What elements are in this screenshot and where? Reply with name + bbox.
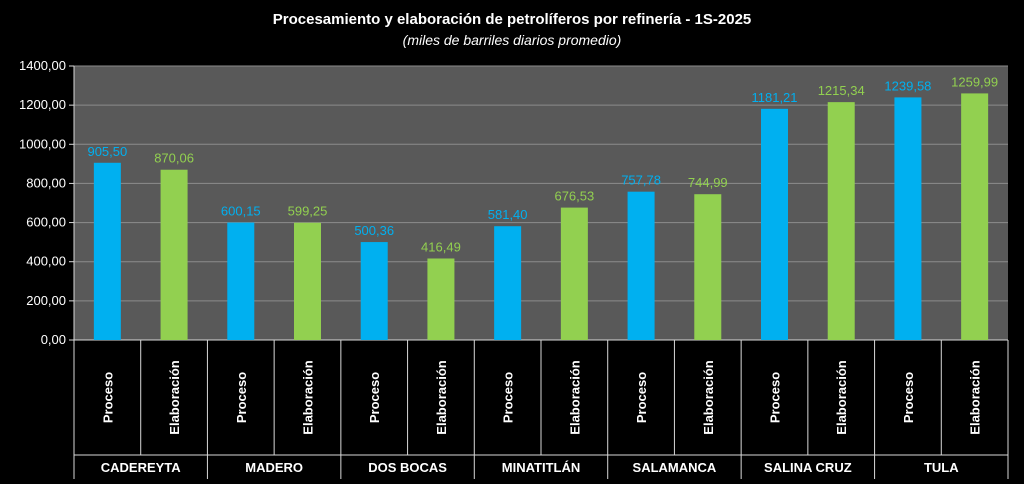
- data-label-proceso: 1239,58: [884, 78, 931, 93]
- bar-proceso: [360, 242, 388, 340]
- data-label-elaboracion: 1215,34: [818, 83, 865, 98]
- category-label: Elaboración: [301, 360, 316, 434]
- data-label-elaboracion: 416,49: [421, 239, 461, 254]
- data-label-proceso: 600,15: [221, 204, 261, 219]
- group-label: MINATITLÁN: [502, 460, 580, 475]
- category-label: Elaboración: [701, 360, 716, 434]
- category-label: Elaboración: [968, 360, 983, 434]
- y-tick-label: 400,00: [26, 254, 66, 269]
- y-tick-label: 800,00: [26, 175, 66, 190]
- data-label-proceso: 500,36: [354, 223, 394, 238]
- bar-elaboracion: [694, 194, 722, 340]
- category-label: Proceso: [100, 372, 115, 423]
- category-label: Elaboración: [434, 360, 449, 434]
- plot-area: 0,00 200,00 400,00 600,00 800,00 1000,00 1200,…: [19, 58, 1009, 479]
- data-label-elaboracion: 1259,99: [951, 74, 998, 89]
- data-label-proceso: 757,78: [621, 173, 661, 188]
- data-label-proceso: 905,50: [87, 144, 127, 159]
- chart-subtitle: (miles de barriles diarios promedio): [403, 32, 622, 48]
- bar-elaboracion: [560, 207, 588, 340]
- data-label-proceso: 1181,21: [751, 90, 797, 105]
- data-label-elaboracion: 676,53: [554, 189, 594, 204]
- category-label: Proceso: [634, 372, 649, 423]
- group-label: CADEREYTA: [101, 460, 182, 475]
- category-label: Elaboración: [834, 360, 849, 434]
- category-label: Proceso: [768, 372, 783, 423]
- bar-elaboracion: [427, 258, 455, 340]
- plot-background: [74, 66, 1008, 340]
- category-label: Proceso: [901, 372, 916, 423]
- category-label: Proceso: [501, 372, 516, 423]
- bar-proceso: [761, 108, 788, 340]
- group-label: SALAMANCA: [633, 460, 717, 475]
- group-label: MADERO: [245, 460, 303, 475]
- chart-title: Procesamiento y elaboración de petrolífe…: [273, 11, 752, 28]
- bar-proceso: [894, 97, 922, 340]
- y-tick-label: 600,00: [26, 215, 66, 230]
- y-tick-label: 1000,00: [19, 136, 66, 151]
- group-label: SALINA CRUZ: [764, 460, 852, 475]
- bar-elaboracion: [294, 222, 321, 340]
- bar-proceso: [93, 162, 121, 340]
- y-tick-label: 1400,00: [19, 58, 66, 73]
- data-label-proceso: 581,40: [488, 207, 528, 222]
- category-label: Elaboración: [167, 360, 182, 434]
- y-tick-label: 0,00: [41, 332, 66, 347]
- group-label: TULA: [924, 460, 959, 475]
- category-label: Proceso: [234, 372, 249, 423]
- data-label-elaboracion: 599,25: [288, 204, 328, 219]
- y-tick-label: 200,00: [26, 293, 66, 308]
- group-label: DOS BOCAS: [368, 460, 447, 475]
- bar-proceso: [227, 222, 255, 340]
- bar-proceso: [494, 226, 522, 340]
- category-label: Elaboración: [567, 360, 582, 434]
- y-tick-label: 1200,00: [19, 97, 66, 112]
- bar-proceso: [627, 191, 655, 340]
- bar-elaboracion: [827, 102, 855, 341]
- bar-elaboracion: [961, 93, 989, 341]
- data-label-elaboracion: 870,06: [154, 151, 194, 166]
- bar-elaboracion: [160, 169, 188, 340]
- data-label-elaboracion: 744,99: [688, 175, 728, 190]
- category-label: Proceso: [367, 372, 382, 423]
